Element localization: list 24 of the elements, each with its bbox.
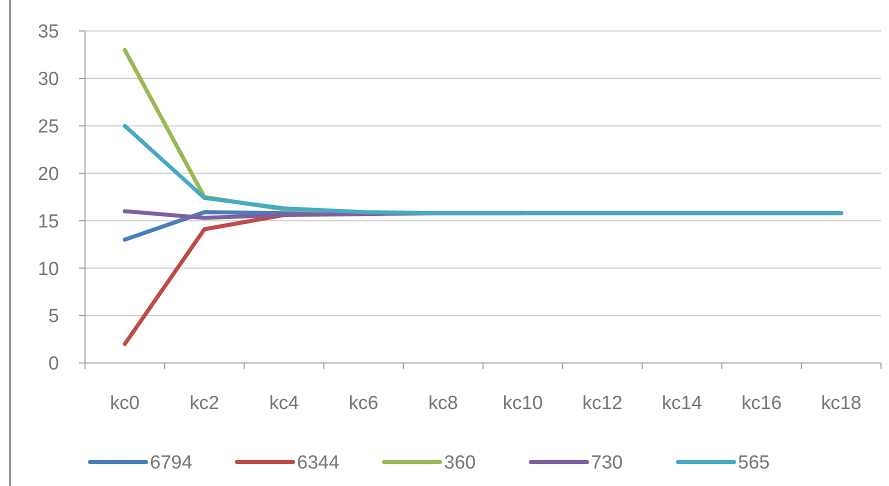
y-tick-label: 20 xyxy=(38,164,59,185)
x-tick-label: kc12 xyxy=(582,393,622,414)
x-tick-label: kc14 xyxy=(662,393,702,414)
x-tick-label: kc8 xyxy=(428,393,458,414)
legend-label: 730 xyxy=(591,452,623,474)
x-tick-label: kc16 xyxy=(742,393,782,414)
line-series xyxy=(122,124,844,216)
y-tick-label: 5 xyxy=(48,306,59,328)
x-tick-label: kc4 xyxy=(269,393,300,414)
y-tick-label: 15 xyxy=(38,211,59,232)
y-tick-label: 35 xyxy=(38,22,59,43)
legend-label: 360 xyxy=(444,452,476,474)
y-tick-label: 30 xyxy=(38,69,59,90)
y-tick-label: 0 xyxy=(48,354,59,375)
legend-label: 565 xyxy=(738,452,770,474)
legend-label: 6794 xyxy=(150,452,193,474)
x-tick-label: kc18 xyxy=(821,393,862,414)
x-tick-label: kc10 xyxy=(502,393,543,414)
legend-label: 6344 xyxy=(297,452,340,474)
x-tick-label: kc2 xyxy=(190,393,220,414)
x-tick-label: kc0 xyxy=(110,393,140,414)
y-tick-label: 10 xyxy=(38,258,59,280)
y-tick-label: 25 xyxy=(38,116,59,138)
x-tick-label: kc6 xyxy=(348,393,378,414)
